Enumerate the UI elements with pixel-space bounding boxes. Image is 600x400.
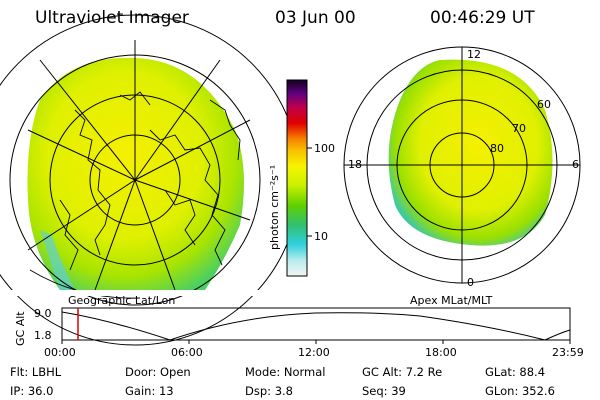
instrument-title: Ultraviolet Imager: [35, 8, 189, 28]
date-label: 03 Jun 00: [275, 8, 356, 28]
colorbar-unit-label: photon cm⁻²s⁻¹: [268, 164, 281, 250]
info-door: Door: Open: [125, 365, 191, 379]
mlat-label-80: 80: [490, 142, 504, 155]
mlt-label-bottom: 0: [467, 276, 474, 289]
info-dsp: Dsp: 3.8: [245, 384, 293, 398]
right-panel-caption: Apex MLat/MLT: [410, 294, 493, 307]
info-glon: GLon: 352.6: [485, 384, 555, 398]
timeline-xtick: 23:59: [552, 346, 584, 359]
colorbar-tick-100: 100: [314, 142, 335, 155]
info-glat: GLat: 88.4: [485, 365, 546, 379]
info-seq: Seq: 39: [362, 384, 406, 398]
timeline-xtick: 18:00: [425, 346, 457, 359]
timeline-ytick-high: 9.0: [34, 307, 52, 320]
mlt-label-right: 6: [572, 158, 579, 171]
apex-mlat-mlt-map: [343, 46, 581, 284]
mlt-label-left: 18: [348, 158, 362, 171]
geographic-map: [0, 14, 301, 346]
time-label: 00:46:29 UT: [430, 8, 535, 28]
mlat-label-60: 60: [537, 98, 551, 111]
info-ip: IP: 36.0: [10, 384, 54, 398]
mlat-label-70: 70: [512, 122, 526, 135]
colorbar: [286, 79, 308, 277]
timeline-xtick: 12:00: [298, 346, 330, 359]
info-gc-alt: GC Alt: 7.2 Re: [362, 365, 443, 379]
colorbar-tick-10: 10: [314, 230, 328, 243]
info-mode: Mode: Normal: [245, 365, 326, 379]
timeline-ylabel: GC Alt: [14, 311, 27, 346]
timeline-ytick-low: 1.8: [34, 329, 52, 342]
timeline-xtick: 06:00: [171, 346, 203, 359]
mlt-label-top: 12: [467, 48, 481, 61]
timeline-xtick: 00:00: [44, 346, 76, 359]
left-panel-caption: Geographic Lat/Lon: [68, 294, 176, 307]
altitude-timeline: [61, 307, 571, 344]
info-gain: Gain: 13: [125, 384, 174, 398]
info-flt: Flt: LBHL: [10, 365, 62, 379]
